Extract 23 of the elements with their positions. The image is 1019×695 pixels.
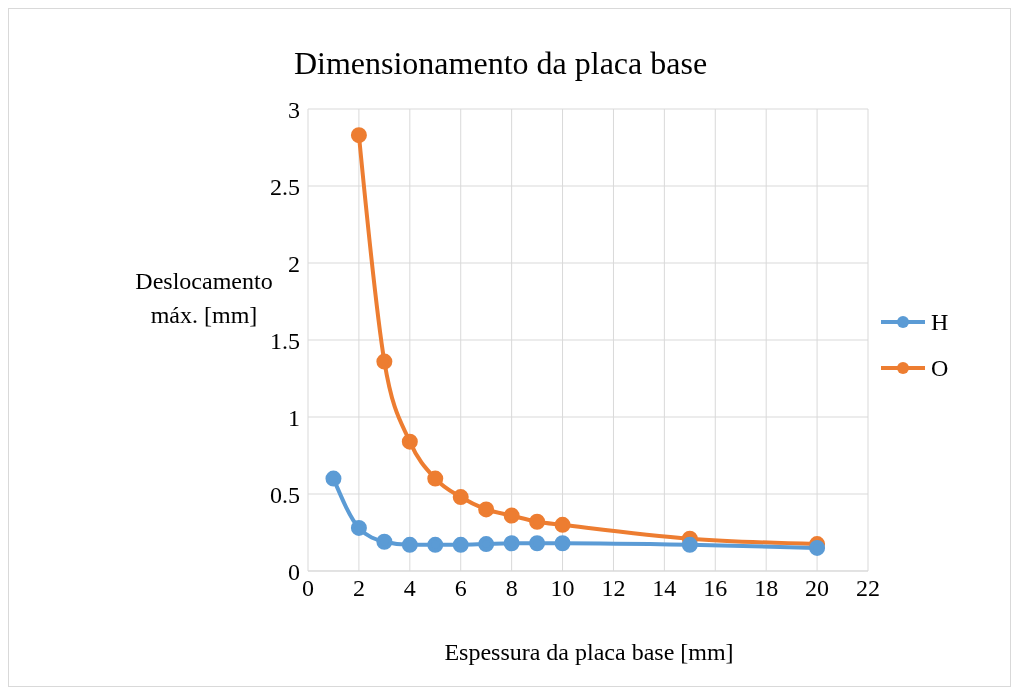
y-tick-label: 2.5 [270, 173, 300, 200]
y-tick-label: 0 [288, 558, 300, 585]
x-tick-label: 16 [703, 575, 728, 602]
x-tick-label: 18 [754, 575, 779, 602]
x-tick-label: 6 [454, 575, 467, 602]
legend-label: H [931, 308, 949, 336]
x-tick-label: 8 [505, 575, 518, 602]
y-tick-label: 3 [288, 96, 300, 123]
y-tick-label: 2 [288, 250, 300, 277]
y-axis-title: Deslocamento máx. [mm] [135, 268, 273, 328]
x-tick-label: 2 [352, 575, 365, 602]
x-tick-label: 14 [652, 575, 677, 602]
x-tick-label: 22 [856, 575, 880, 602]
y-tick-label: 1 [288, 404, 300, 431]
x-tick-label: 20 [805, 575, 830, 602]
y-tick-label: 1.5 [270, 327, 300, 354]
chart-title: Dimensionamento da placa base [292, 45, 709, 82]
x-tick-label: 12 [601, 575, 626, 602]
x-axis-title: Espessura da placa base [mm] [443, 639, 735, 666]
legend-label: O [931, 354, 949, 382]
x-tick-label: 4 [403, 575, 416, 602]
y-tick-label: 0.5 [270, 481, 300, 508]
x-tick-label: 10 [550, 575, 575, 602]
